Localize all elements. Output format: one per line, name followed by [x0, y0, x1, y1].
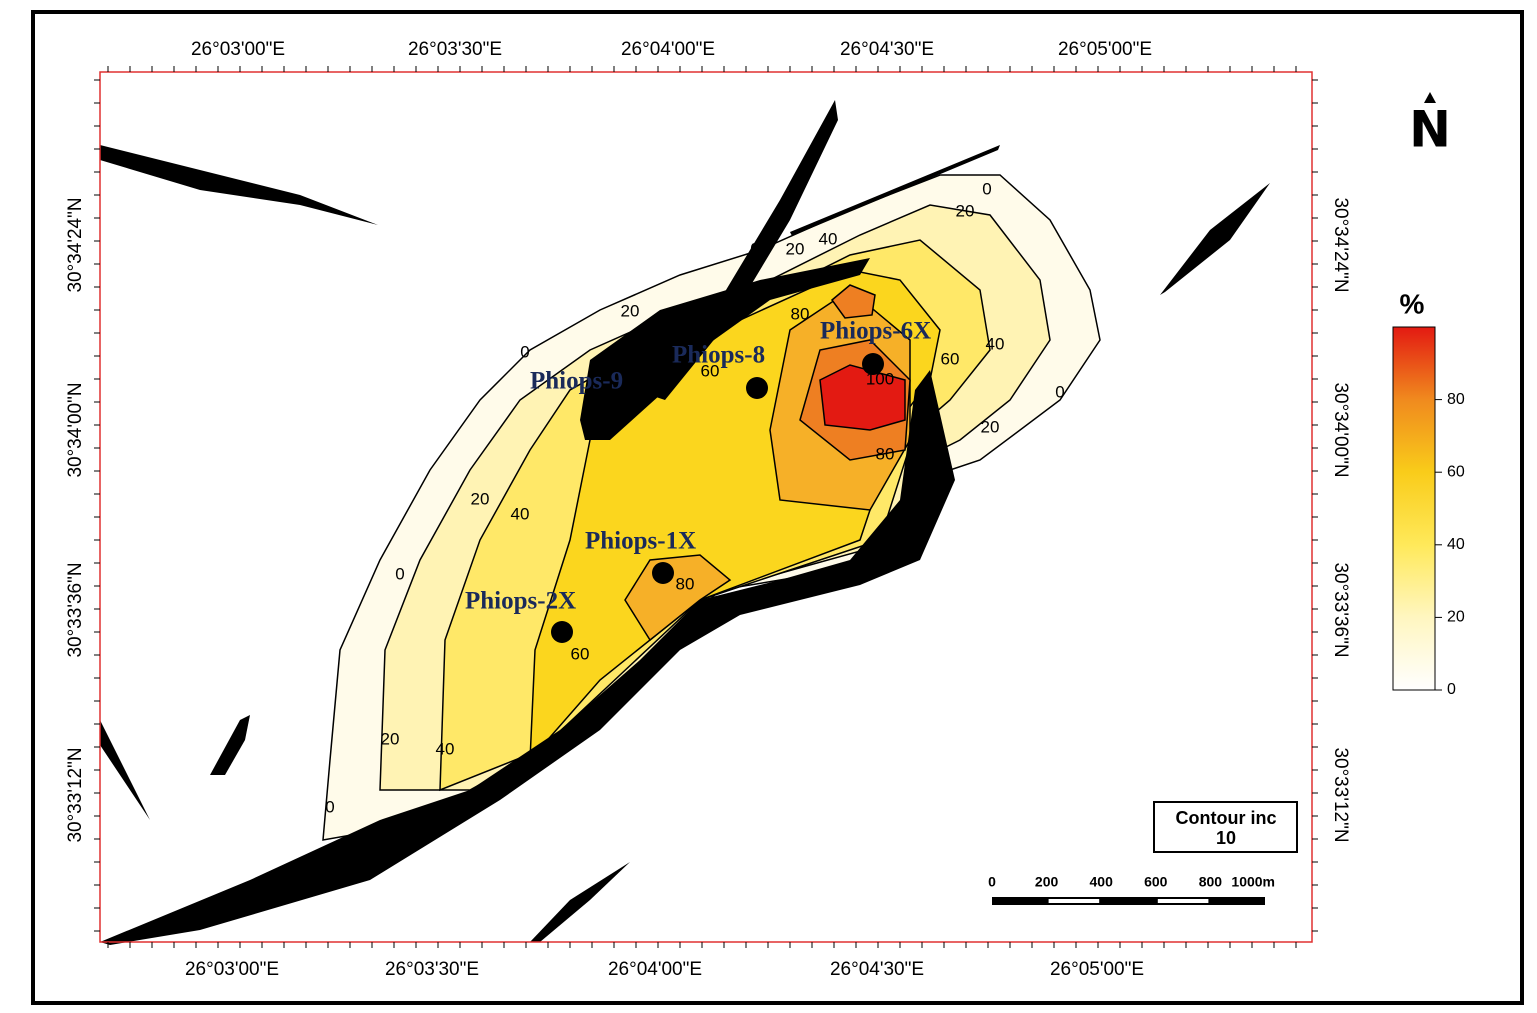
contour-interval-value: 10	[1216, 828, 1236, 848]
well-marker	[652, 562, 674, 584]
contour-label: 20	[786, 239, 805, 258]
well-name: Phiops-2X	[465, 588, 576, 615]
y-axis-label: 30°33'36"N	[65, 562, 86, 657]
contour-interval-label: Contour inc	[1176, 808, 1277, 828]
contour-label: 20	[981, 417, 1000, 436]
contour-interval-box	[1153, 801, 1298, 853]
scale-bar-label: 400	[1090, 874, 1114, 890]
contour-label: 40	[819, 229, 838, 248]
contour-label: 80	[676, 574, 695, 593]
well-name: Phiops-8	[672, 342, 765, 369]
x-axis-label: 26°03'00"E	[191, 39, 285, 60]
x-axis-label: 26°03'00"E	[185, 959, 279, 980]
contour-label: 80	[876, 444, 895, 463]
x-axis-label: 26°05'00"E	[1058, 39, 1152, 60]
y-axis-label: 30°34'24"N	[1330, 197, 1351, 292]
well-marker	[746, 377, 768, 399]
contour-label: 60	[571, 644, 590, 663]
well-name: Phiops-9	[530, 368, 623, 395]
x-axis-label: 26°04'00"E	[621, 39, 715, 60]
well-marker	[551, 621, 573, 643]
x-axis-label: 26°04'00"E	[608, 959, 702, 980]
x-axis-label: 26°05'00"E	[1050, 959, 1144, 980]
x-axis-label: 26°04'30"E	[830, 959, 924, 980]
north-arrow: N	[1409, 101, 1451, 159]
contour-label: 0	[1055, 382, 1064, 401]
scale-bar-segment	[1157, 899, 1209, 903]
contour-label: 0	[395, 564, 404, 583]
scale-bar-label: 0	[988, 874, 996, 890]
outer-frame	[31, 10, 1524, 1005]
contour-label: 40	[436, 739, 455, 758]
contour-label: 60	[941, 349, 960, 368]
contour-label: 80	[791, 304, 810, 323]
scale-bar-segment	[1048, 899, 1100, 903]
legend-tick-label: 60	[1447, 463, 1465, 480]
map-frame	[99, 71, 1313, 943]
contour-label: 40	[986, 334, 1005, 353]
contour-label: 20	[956, 201, 975, 220]
legend-tick-label: 20	[1447, 609, 1465, 626]
contour-label: 40	[511, 504, 530, 523]
contour-label: 0	[325, 797, 334, 816]
y-axis-label: 30°34'00"N	[1330, 382, 1351, 477]
contour-label: 20	[381, 729, 400, 748]
x-axis-label: 26°03'30"E	[408, 39, 502, 60]
x-axis-label: 26°04'30"E	[840, 39, 934, 60]
y-axis-label: 30°33'12"N	[65, 747, 86, 842]
scale-bar-label: 1000m	[1231, 874, 1275, 890]
legend-tick-label: 40	[1447, 536, 1465, 553]
x-axis-label: 26°03'30"E	[385, 959, 479, 980]
contour-label: 60	[701, 361, 720, 380]
y-axis-label: 30°34'24"N	[65, 197, 86, 292]
well-marker	[590, 401, 612, 423]
contour-label: 0	[520, 342, 529, 361]
well-marker	[862, 353, 884, 375]
contour-fill	[322, 174, 1101, 841]
north-arrow-tip	[1424, 92, 1436, 103]
contour-label: 20	[471, 489, 490, 508]
well-name: Phiops-1X	[585, 528, 696, 555]
y-axis-label: 30°33'12"N	[1330, 747, 1351, 842]
contour-label: 0	[982, 179, 991, 198]
y-axis-label: 30°34'00"N	[65, 382, 86, 477]
contour-label: 0	[750, 239, 759, 258]
y-axis-label: 30°33'36"N	[1330, 562, 1351, 657]
legend-title: %	[1400, 288, 1425, 319]
scale-bar-label: 200	[1035, 874, 1059, 890]
legend-tick-label: 80	[1447, 391, 1465, 408]
legend-tick-label: 0	[1447, 681, 1456, 698]
fault-polygons	[100, 100, 1270, 945]
contour-label: 20	[621, 301, 640, 320]
well-name: Phiops-6X	[820, 318, 931, 345]
scale-bar	[992, 897, 1265, 905]
color-bar	[1392, 326, 1436, 691]
scale-bar-label: 800	[1199, 874, 1223, 890]
scale-bar-label: 600	[1144, 874, 1168, 890]
